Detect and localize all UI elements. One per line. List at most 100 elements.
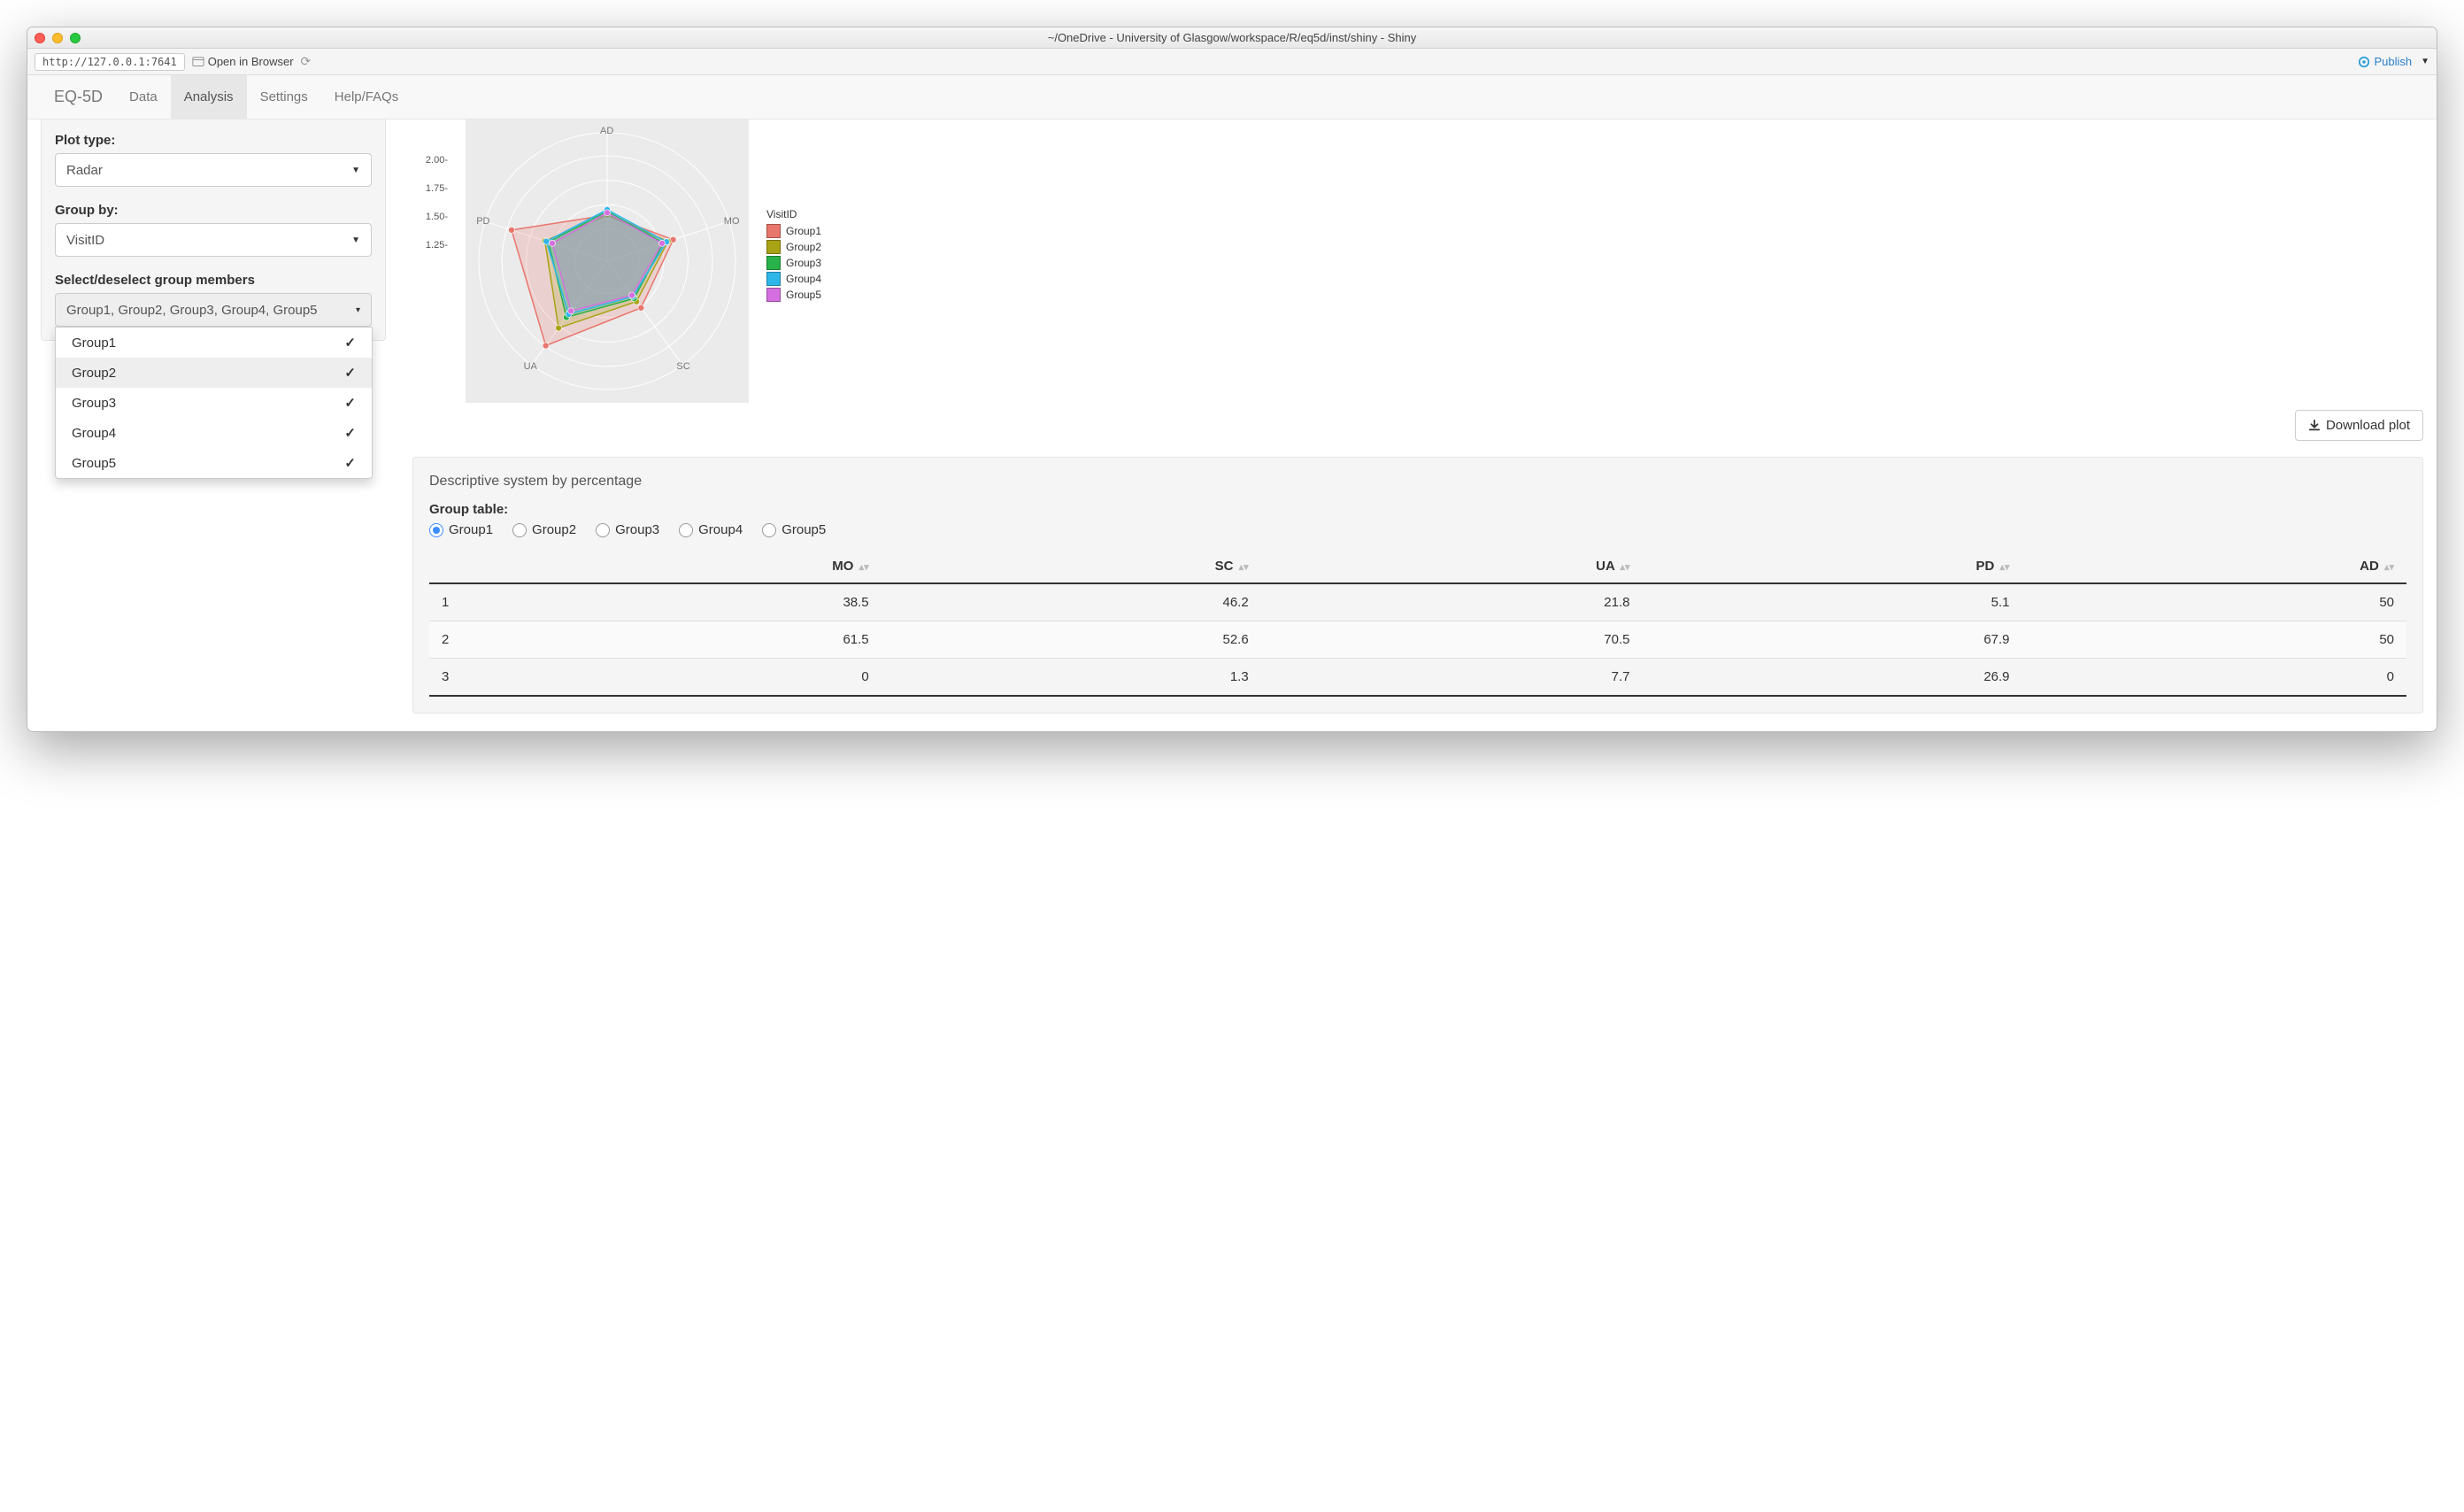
legend-swatch [766, 288, 781, 302]
legend-item: Group2 [766, 240, 821, 254]
column-header[interactable] [429, 550, 482, 583]
open-in-browser-button[interactable]: Open in Browser [192, 55, 294, 68]
download-plot-button[interactable]: Download plot [2295, 410, 2423, 441]
axis-tick: 1.50- [412, 212, 448, 240]
group-radio-group5[interactable]: Group5 [762, 522, 826, 537]
legend-label: Group3 [786, 257, 821, 269]
group-radio-group: Group1 Group2 Group3 Group4 Group5 [429, 522, 2406, 537]
legend-item: Group5 [766, 288, 821, 302]
chevron-down-icon: ▼ [351, 235, 360, 245]
sort-icon: ▴▾ [1999, 562, 2009, 573]
address-bar[interactable]: http://127.0.0.1:7641 [35, 53, 185, 71]
table-cell: 1.3 [882, 659, 1261, 697]
download-icon [2308, 420, 2321, 432]
sort-icon: ▴▾ [1239, 562, 1249, 573]
table-cell: 70.5 [1261, 621, 1643, 659]
app-window: ~/OneDrive - University of Glasgow/works… [27, 27, 2437, 732]
chevron-down-icon: ▼ [2421, 57, 2429, 66]
axis-label: PD [476, 216, 489, 227]
group-by-value: VisitID [66, 233, 104, 248]
group-table-label: Group table: [429, 502, 2406, 517]
column-header[interactable]: UA ▴▾ [1261, 550, 1643, 583]
radio-icon [596, 523, 610, 537]
member-option-label: Group2 [72, 366, 116, 381]
axis-tick: 1.75- [412, 183, 448, 212]
axis-tick: 2.00- [412, 155, 448, 183]
legend-swatch [766, 272, 781, 286]
chart-legend: VisitID Group1 Group2 Group3 Group4 Group5 [766, 120, 821, 304]
member-option-label: Group1 [72, 336, 116, 351]
nav-settings[interactable]: Settings [247, 75, 321, 119]
group-radio-group4[interactable]: Group4 [679, 522, 743, 537]
member-option-group1[interactable]: Group1 ✓ [56, 328, 372, 358]
radio-icon [429, 523, 443, 537]
browser-icon [192, 56, 204, 68]
member-option-group5[interactable]: Group5✓ [56, 448, 372, 478]
member-option-label: Group4 [72, 426, 116, 441]
table-cell: 21.8 [1261, 583, 1643, 621]
plot-type-select[interactable]: Radar ▼ [55, 153, 372, 187]
nav-analysis[interactable]: Analysis [171, 75, 247, 119]
legend-label: Group1 [786, 225, 821, 237]
table-cell: 50 [2022, 621, 2406, 659]
legend-label: Group5 [786, 289, 821, 301]
group-radio-group2[interactable]: Group2 [512, 522, 576, 537]
axis-label: UA [524, 361, 537, 372]
download-plot-label: Download plot [2326, 418, 2410, 433]
titlebar: ~/OneDrive - University of Glasgow/works… [27, 27, 2437, 49]
y-axis-ticks: 2.00-1.75-1.50-1.25- [412, 120, 448, 268]
column-header[interactable]: AD ▴▾ [2022, 550, 2406, 583]
table-row: 301.37.726.90 [429, 659, 2406, 697]
axis-label: SC [676, 361, 689, 372]
radio-icon [762, 523, 776, 537]
descriptive-panel: Descriptive system by percentage Group t… [412, 457, 2423, 714]
member-option-group4[interactable]: Group4✓ [56, 418, 372, 448]
member-option-group3[interactable]: Group3✓ [56, 388, 372, 418]
nav-helpfaqs[interactable]: Help/FAQs [321, 75, 412, 119]
legend-item: Group4 [766, 272, 821, 286]
group-by-select[interactable]: VisitID ▼ [55, 223, 372, 257]
group-by-label: Group by: [55, 203, 372, 218]
radar-plot: ADMOSCUAPD [466, 120, 749, 403]
sort-icon: ▴▾ [1620, 562, 1629, 573]
descriptive-table: MO ▴▾SC ▴▾UA ▴▾PD ▴▾AD ▴▾ 138.546.221.85… [429, 550, 2406, 697]
navbar: EQ-5D DataAnalysisSettingsHelp/FAQs [27, 75, 2437, 120]
main-panel: 2.00-1.75-1.50-1.25- ADMOSCUAPD VisitID … [412, 120, 2423, 714]
nav-data[interactable]: Data [116, 75, 171, 119]
members-label: Select/deselect group members [55, 273, 372, 288]
axis-tick: 1.25- [412, 240, 448, 268]
legend-title: VisitID [766, 208, 821, 220]
refresh-icon[interactable]: ⟳ [301, 54, 312, 69]
publish-icon [2358, 56, 2370, 68]
table-row: 261.552.670.567.950 [429, 621, 2406, 659]
table-cell: 1 [429, 583, 482, 621]
table-cell: 0 [2022, 659, 2406, 697]
plot-type-label: Plot type: [55, 133, 372, 148]
plot-type-value: Radar [66, 163, 103, 178]
chevron-down-icon: ▾ [356, 305, 360, 315]
table-cell: 5.1 [1642, 583, 2021, 621]
check-icon: ✓ [344, 335, 356, 351]
browser-toolbar: http://127.0.0.1:7641 Open in Browser ⟳ … [27, 49, 2437, 75]
member-option-group2[interactable]: Group2✓ [56, 358, 372, 388]
group-radio-group3[interactable]: Group3 [596, 522, 659, 537]
table-cell: 52.6 [882, 621, 1261, 659]
table-cell: 50 [2022, 583, 2406, 621]
members-select[interactable]: Group1, Group2, Group3, Group4, Group5 ▾ [55, 293, 372, 327]
publish-button[interactable]: Publish ▼ [2358, 55, 2429, 68]
radio-icon [679, 523, 693, 537]
radio-icon [512, 523, 527, 537]
column-header[interactable]: SC ▴▾ [882, 550, 1261, 583]
member-option-label: Group5 [72, 456, 116, 471]
table-cell: 26.9 [1642, 659, 2021, 697]
app-brand: EQ-5D [41, 75, 116, 119]
radio-label: Group5 [782, 522, 826, 537]
plot-area: 2.00-1.75-1.50-1.25- ADMOSCUAPD VisitID … [412, 120, 2423, 403]
table-row: 138.546.221.85.150 [429, 583, 2406, 621]
table-cell: 46.2 [882, 583, 1261, 621]
radio-label: Group2 [532, 522, 576, 537]
group-radio-group1[interactable]: Group1 [429, 522, 493, 537]
sidebar-panel: Plot type: Radar ▼ Group by: VisitID ▼ S… [41, 120, 386, 341]
column-header[interactable]: PD ▴▾ [1642, 550, 2021, 583]
column-header[interactable]: MO ▴▾ [482, 550, 882, 583]
